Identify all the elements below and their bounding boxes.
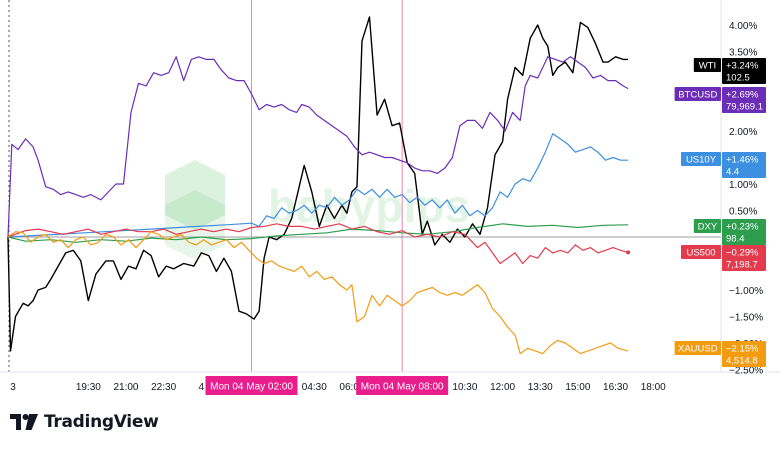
y-tick-label: 3.50% xyxy=(729,48,757,59)
series-name-tag-wti: WTI xyxy=(699,61,716,72)
x-tick-label: 21:00 xyxy=(113,382,138,393)
babypips-watermark: babypips xyxy=(165,160,470,260)
series-price-btcusd: 79,969.1 xyxy=(726,102,763,113)
series-end-dot-us500 xyxy=(626,250,631,255)
series-name-tag-bg-btcusd xyxy=(674,87,721,101)
series-value-tag-bg-btcusd xyxy=(722,87,766,113)
series-price-us10y: 4.4 xyxy=(726,167,739,178)
series-price-xauusd: 4,514.8 xyxy=(726,356,758,367)
series-name-tag-us500: US500 xyxy=(686,248,715,259)
x-tick-label: 22:30 xyxy=(151,382,176,393)
x-tick-label: 10:30 xyxy=(452,382,477,393)
footer-brand: TradingView xyxy=(10,412,159,432)
series-value-tag-bg-us500 xyxy=(722,245,766,271)
series-name-tag-bg-xauusd xyxy=(674,341,721,355)
x-tick-label: 3 xyxy=(10,382,16,393)
watermark-hex-icon-2 xyxy=(165,190,225,260)
series-name-tag-bg-us500 xyxy=(681,245,721,259)
series-name-tag-bg-dxy xyxy=(693,219,721,233)
series-name-tag-bg-us10y xyxy=(681,152,721,166)
series-line-btcusd xyxy=(7,56,629,238)
tradingview-brand-text: TradingView xyxy=(44,412,159,432)
series-price-dxy: 98.4 xyxy=(726,234,745,245)
series-change-btcusd: +2.69% xyxy=(726,90,759,101)
x-tick-label: 12:00 xyxy=(490,382,515,393)
series-change-us500: −0.29% xyxy=(726,248,759,259)
series-line-xauusd xyxy=(7,231,629,355)
series-change-us10y: +1.46% xyxy=(726,155,759,166)
series-line-wti xyxy=(7,16,629,352)
x-tick-label: 18:00 xyxy=(641,382,666,393)
y-tick-label: 2.00% xyxy=(729,127,757,138)
series-line-us10y xyxy=(7,133,629,238)
x-tick-label: 13:30 xyxy=(528,382,553,393)
series-value-tag-bg-us10y xyxy=(722,152,766,178)
series-change-dxy: +0.23% xyxy=(726,222,759,233)
series-price-us500: 7,198.7 xyxy=(726,260,758,271)
series-value-tag-bg-dxy xyxy=(722,219,766,245)
x-tick-label: 16:30 xyxy=(603,382,628,393)
series-value-tag-bg-wti xyxy=(722,58,766,84)
y-tick-label: −1.50% xyxy=(729,313,763,324)
y-tick-label: 1.00% xyxy=(729,180,757,191)
series-name-tag-us10y: US10Y xyxy=(686,155,717,166)
y-tick-label: 0.50% xyxy=(729,207,757,218)
series-name-tag-xauusd: XAUUSD xyxy=(678,344,718,355)
session-marker-label-bg-0 xyxy=(205,376,298,395)
series-line-dxy xyxy=(7,223,629,243)
y-tick-label: −2.50% xyxy=(729,366,763,377)
x-tick-label: 15:00 xyxy=(565,382,590,393)
x-tick-label: 19:30 xyxy=(76,382,101,393)
series-price-wti: 102.5 xyxy=(726,73,750,84)
series-value-tag-bg-xauusd xyxy=(722,341,766,367)
session-marker-label-0: Mon 04 May 02:00 xyxy=(210,382,293,393)
session-marker-label-bg-1 xyxy=(356,376,449,395)
session-marker-label-1: Mon 04 May 08:00 xyxy=(361,382,444,393)
series-line-us500 xyxy=(7,223,629,265)
x-axis: 3 19:30 21:00 22:30 4 04:30 06:00 10:30 12:00 13:… xyxy=(10,376,666,395)
y-tick-label: −1.00% xyxy=(729,286,763,297)
x-tick-label: 06:00 xyxy=(339,382,364,393)
watermark-text: babypips xyxy=(268,180,470,232)
series-change-wti: +3.24% xyxy=(726,61,759,72)
tradingview-logo-icon xyxy=(10,414,38,430)
series-name-tag-btcusd: BTCUSD xyxy=(678,90,717,101)
series-change-xauusd: −2.15% xyxy=(726,344,759,355)
x-tick-label: 4 xyxy=(199,382,205,393)
series-name-tag-dxy: DXY xyxy=(698,222,718,233)
watermark-hex-icon xyxy=(165,160,225,230)
y-tick-label: 4.00% xyxy=(729,21,757,32)
x-tick-label: 04:30 xyxy=(302,382,327,393)
series-name-tag-bg-wti xyxy=(693,58,721,72)
